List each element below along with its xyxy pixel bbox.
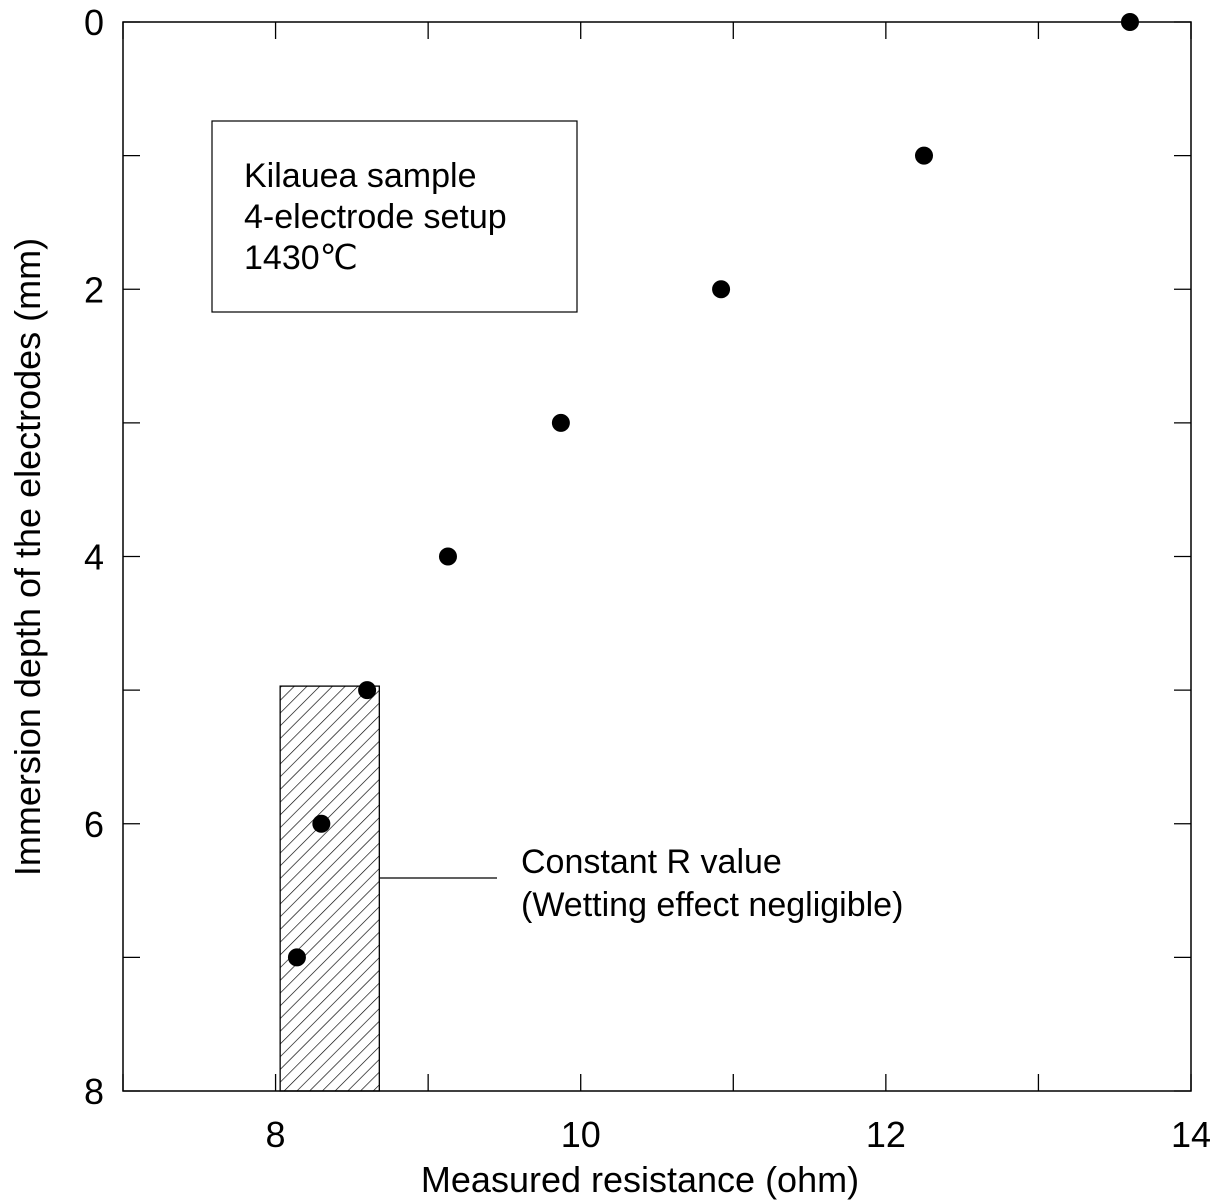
y-tick-label: 0: [84, 2, 104, 43]
data-point: [915, 146, 933, 165]
y-axis-label: Immersion depth of the electrodes (mm): [7, 238, 48, 876]
data-point: [1120, 13, 1139, 31]
y-tick-label: 4: [84, 537, 104, 578]
hatched-region: [279, 685, 380, 1092]
y-tick-label: 6: [84, 804, 104, 845]
x-tick-label: 14: [1171, 1114, 1211, 1155]
annotation-line-constant-r: Constant R value: [521, 843, 782, 881]
info-box: [211, 120, 578, 313]
data-point: [438, 547, 457, 566]
info-box-line-temperature: 1430℃: [244, 239, 358, 277]
x-tick-label: 10: [561, 1114, 601, 1155]
info-box-line-sample: Kilauea sample: [244, 157, 476, 195]
data-point: [358, 681, 377, 700]
x-axis-label: Measured resistance (ohm): [421, 1159, 859, 1200]
annotation-line-wetting: (Wetting effect negligible): [521, 886, 903, 924]
y-tick-label: 2: [84, 269, 104, 310]
x-tick-label: 8: [266, 1114, 286, 1155]
data-point: [287, 948, 306, 967]
data-point: [551, 413, 570, 432]
data-point: [712, 280, 731, 299]
info-box-line-setup: 4-electrode setup: [244, 198, 507, 236]
x-tick-label: 12: [866, 1114, 906, 1155]
y-tick-label: 8: [84, 1071, 104, 1112]
data-point: [312, 814, 331, 833]
